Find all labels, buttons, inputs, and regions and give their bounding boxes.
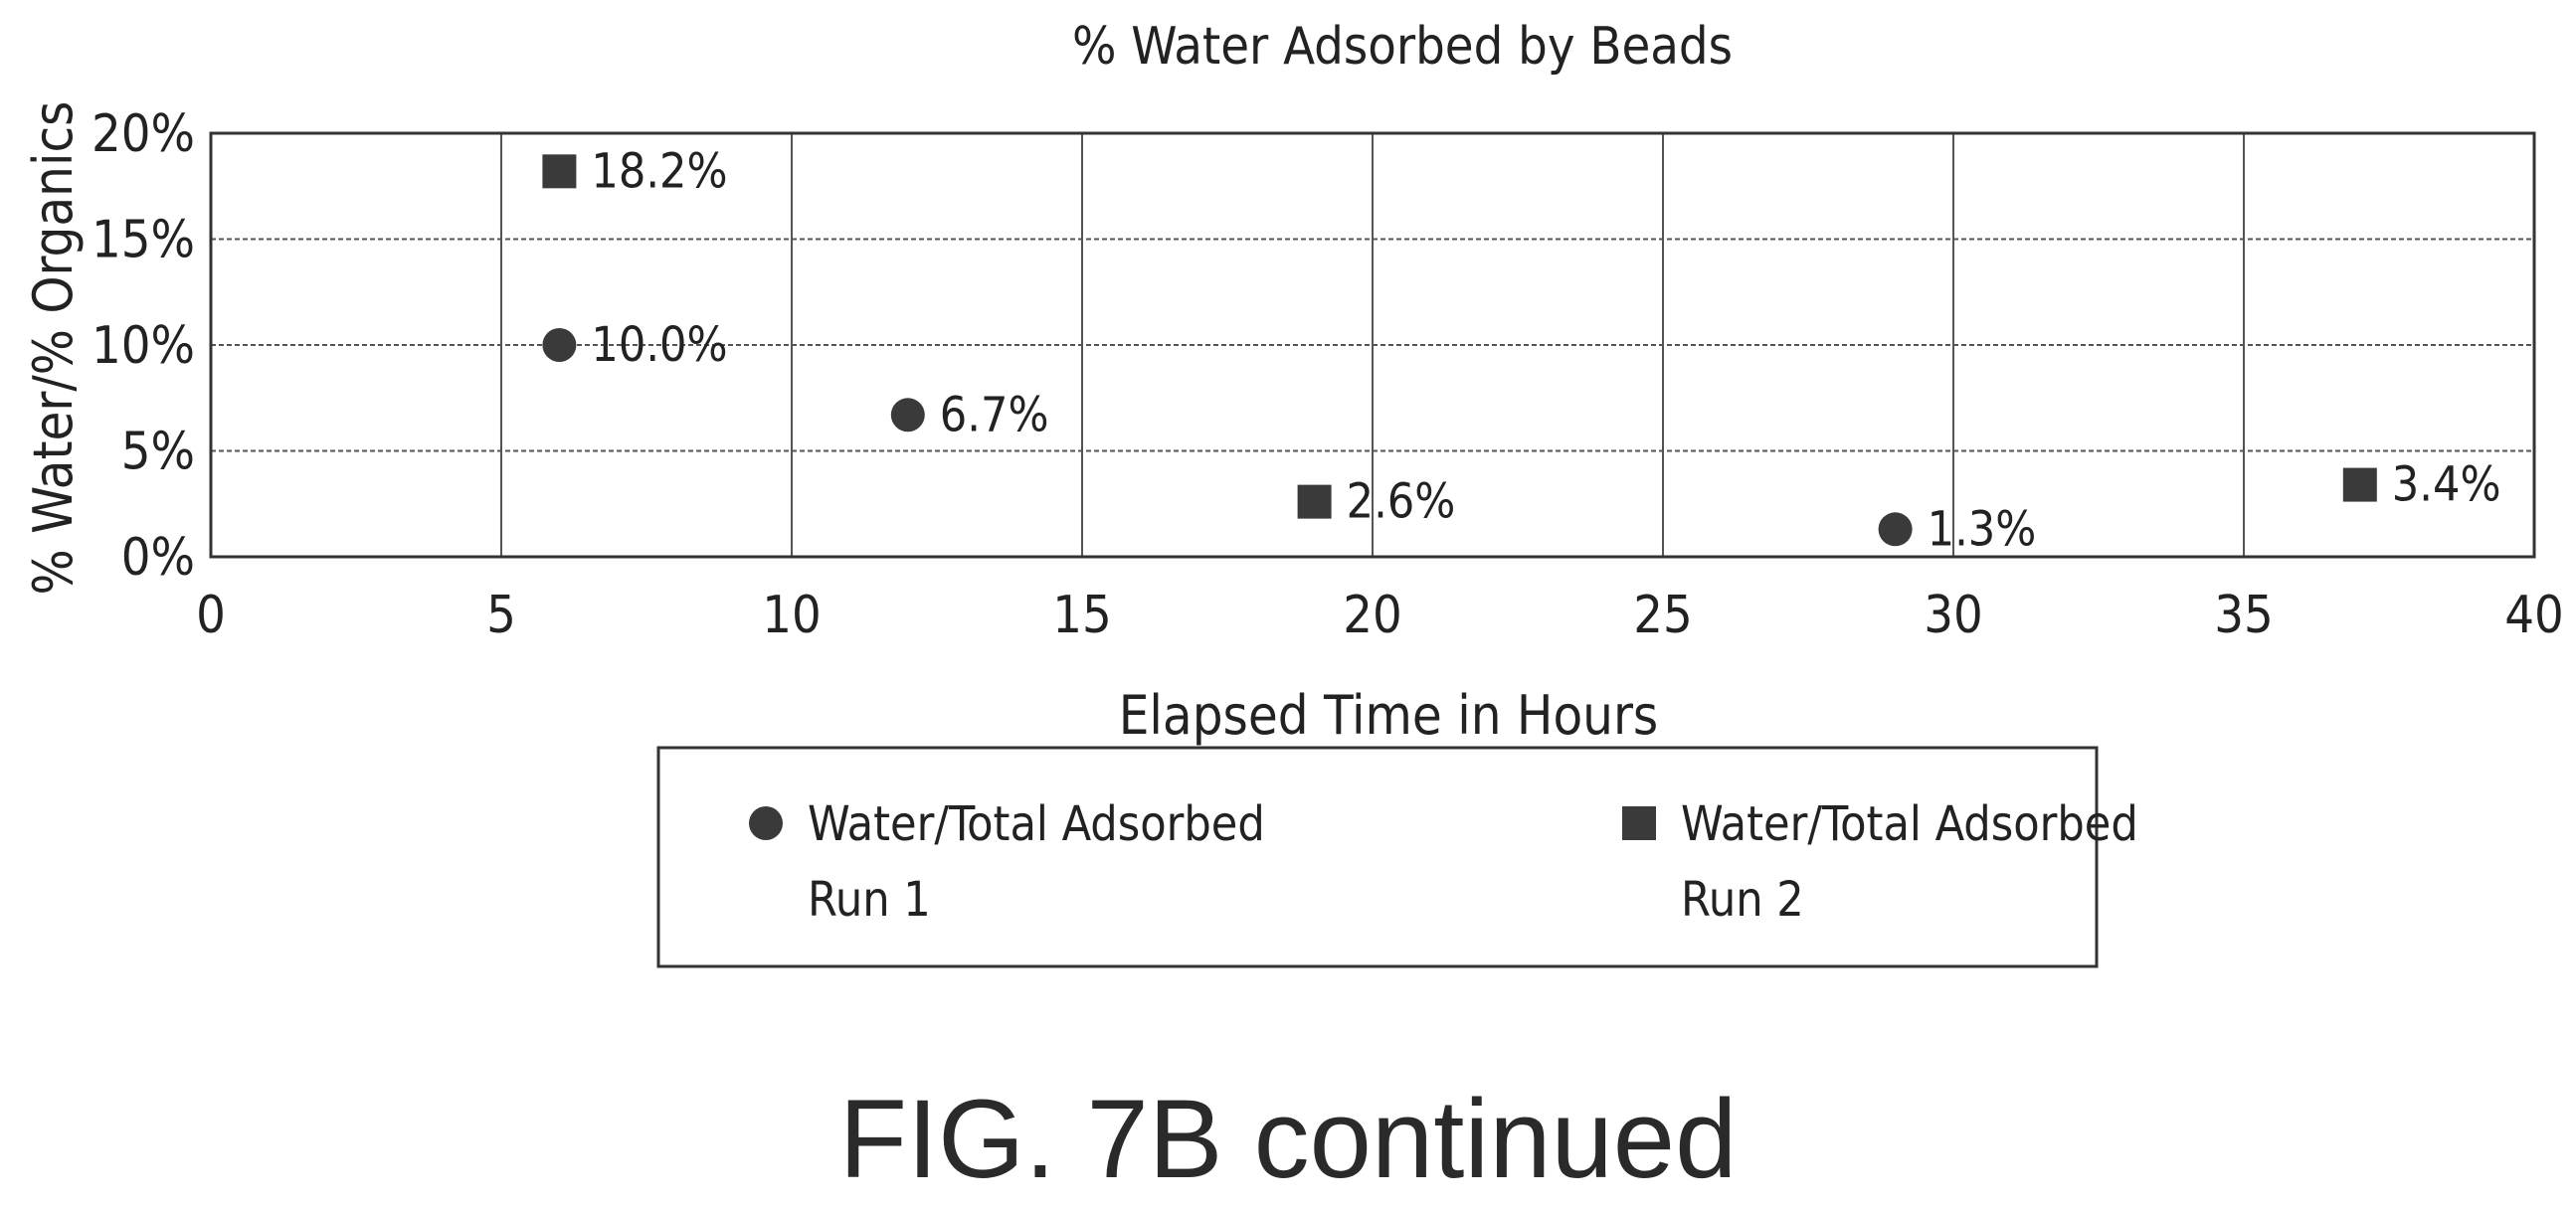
y-tick-label: 10% [92, 316, 195, 376]
data-point-square [2342, 467, 2377, 502]
x-tick-label: 40 [2504, 586, 2564, 645]
data-label: 1.3% [1928, 501, 2037, 557]
data-label: 3.4% [2392, 457, 2501, 513]
data-label: 18.2% [591, 143, 727, 199]
data-point-square [1297, 484, 1332, 519]
data-point-circle [1878, 512, 1913, 547]
x-tick-label: 35 [2214, 586, 2274, 645]
x-tick-label: 15 [1052, 586, 1112, 645]
figure-caption: FIG. 7B continued [838, 1077, 1738, 1201]
legend-square-marker [1622, 806, 1656, 840]
data-point-circle [890, 398, 925, 432]
legend-label: Water/Total Adsorbed [1681, 796, 2138, 852]
x-tick-label: 5 [486, 586, 516, 645]
legend-label: Water/Total Adsorbed [808, 796, 1265, 852]
legend-box [656, 746, 2099, 968]
grid-lines [211, 133, 2534, 557]
x-tick-labels: 0 5 10 15 20 25 30 35 40 [196, 586, 2564, 645]
legend-item-run-2: Water/Total Adsorbed Run 2 [1622, 796, 2138, 928]
x-tick-label: 25 [1633, 586, 1693, 645]
legend-circle-marker [749, 806, 783, 840]
y-tick-label: 20% [92, 104, 195, 164]
chart-title: % Water Adsorbed by Beads [1072, 17, 1733, 77]
series-run-2: 18.2% 2.6% 3.4% [542, 143, 2501, 530]
legend-item-run-1: Water/Total Adsorbed Run 1 [749, 796, 1265, 928]
data-point-square [542, 154, 577, 189]
data-label: 6.7% [940, 387, 1049, 442]
x-tick-label: 20 [1343, 586, 1402, 645]
data-point-circle [542, 328, 577, 362]
series-run-1: 10.0% 6.7% 1.3% [542, 317, 2036, 557]
y-tick-label: 0% [121, 528, 195, 588]
x-axis-label: Elapsed Time in Hours [1119, 684, 1659, 747]
x-tick-label: 10 [762, 586, 822, 645]
y-tick-label: 15% [92, 211, 195, 270]
x-tick-label: 30 [1924, 586, 1983, 645]
data-points: 10.0% 6.7% 1.3% 18.2% 2.6% 3.4% [542, 143, 2500, 557]
legend-label: Run 1 [808, 872, 931, 928]
data-label: 2.6% [1347, 474, 1456, 530]
y-axis-label: % Water/% Organics [22, 101, 85, 596]
y-tick-label: 5% [121, 423, 195, 482]
y-tick-labels: 0% 5% 10% 15% 20% [92, 104, 195, 588]
data-label: 10.0% [591, 317, 727, 373]
legend-label: Run 2 [1681, 872, 1804, 928]
x-tick-label: 0 [196, 586, 226, 645]
plot-frame [209, 131, 2536, 559]
